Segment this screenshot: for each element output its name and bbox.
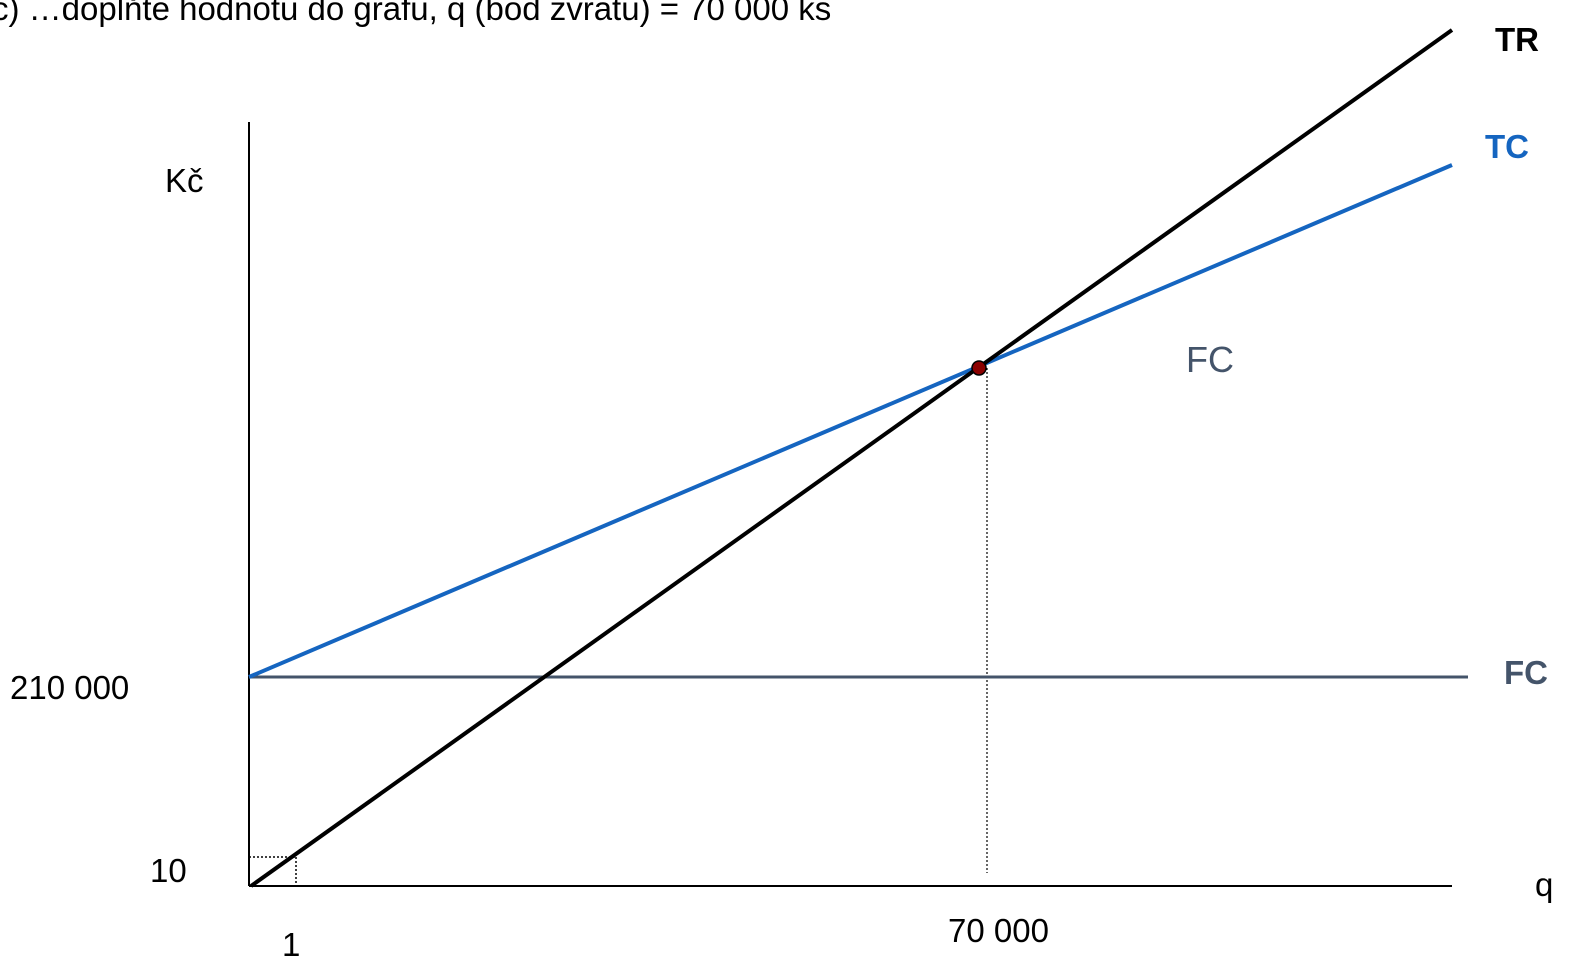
break-even-point	[971, 360, 987, 376]
fc-annotation: FC	[1186, 339, 1234, 380]
tr-series-label: TR	[1495, 21, 1539, 58]
x-axis-label: q	[1535, 866, 1553, 903]
tc-series-label: TC	[1485, 128, 1529, 165]
y-axis-label: Kč	[165, 162, 204, 199]
fc-series-label: FC	[1504, 654, 1548, 691]
tc-line	[248, 163, 1453, 679]
y-tick-label-10: 10	[150, 852, 187, 889]
x-tick-label-1: 1	[282, 926, 300, 963]
y-tick-label-210000: 210 000	[10, 669, 129, 706]
x-tick-label-70000: 70 000	[948, 912, 1049, 949]
tr-line	[249, 28, 1454, 888]
chart-title: c) …doplňte hodnotu do grafu, q (bod zvr…	[0, 0, 831, 27]
